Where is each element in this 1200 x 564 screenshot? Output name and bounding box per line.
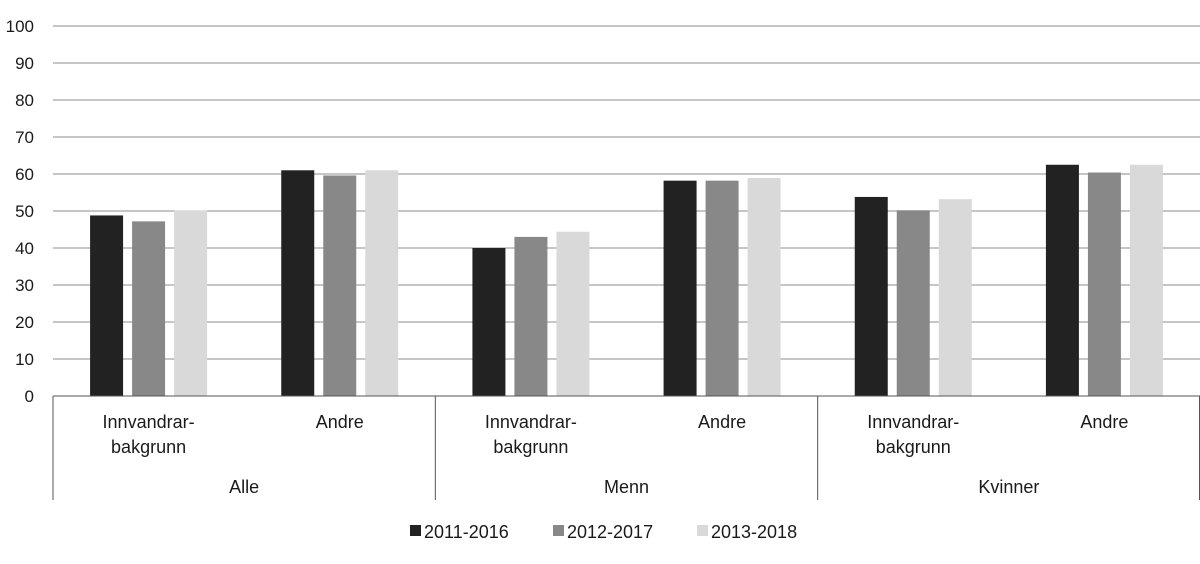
legend-swatch-2013-2018 xyxy=(697,525,708,536)
legend-label-2011-2016: 2011-2016 xyxy=(424,522,509,542)
group-label-menn: Menn xyxy=(604,477,649,497)
bar-2012-2017-5 xyxy=(1087,172,1121,396)
category-label-3-0: Andre xyxy=(698,412,746,432)
legend-label-2012-2017: 2012-2017 xyxy=(567,522,653,542)
bar-2011-2016-1 xyxy=(281,170,315,396)
bar-2013-2018-3 xyxy=(747,178,781,396)
y-tick-label-20: 20 xyxy=(15,313,34,332)
y-tick-label-90: 90 xyxy=(15,54,34,73)
category-label-1-0: Andre xyxy=(316,412,364,432)
bar-2012-2017-4 xyxy=(896,210,930,396)
bar-2013-2018-5 xyxy=(1129,164,1163,396)
bar-2013-2018-2 xyxy=(556,231,590,396)
y-tick-label-70: 70 xyxy=(15,128,34,147)
group-label-kvinner: Kvinner xyxy=(978,477,1039,497)
bar-2012-2017-0 xyxy=(132,221,166,396)
bar-2011-2016-3 xyxy=(663,180,697,396)
bar-2012-2017-2 xyxy=(514,236,548,396)
y-tick-label-80: 80 xyxy=(15,91,34,110)
bar-2012-2017-1 xyxy=(323,175,357,396)
y-tick-label-30: 30 xyxy=(15,276,34,295)
y-tick-label-40: 40 xyxy=(15,239,34,258)
y-tick-label-100: 100 xyxy=(6,17,34,36)
legend-swatch-2011-2016 xyxy=(410,525,421,536)
category-label-4-0: Innvandrar- xyxy=(867,412,959,432)
y-tick-label-10: 10 xyxy=(15,350,34,369)
bar-2011-2016-4 xyxy=(854,196,888,396)
legend-swatch-2012-2017 xyxy=(553,525,564,536)
bar-2011-2016-2 xyxy=(472,248,506,396)
bar-2012-2017-3 xyxy=(705,180,739,396)
y-tick-label-0: 0 xyxy=(25,387,34,406)
y-tick-label-60: 60 xyxy=(15,165,34,184)
legend-label-2013-2018: 2013-2018 xyxy=(711,522,797,542)
category-label-5-0: Andre xyxy=(1080,412,1128,432)
bar-2011-2016-5 xyxy=(1045,164,1079,396)
bar-2011-2016-0 xyxy=(90,215,124,396)
category-label-0-0: Innvandrar- xyxy=(103,412,195,432)
y-tick-label-50: 50 xyxy=(15,202,34,221)
bar-2013-2018-1 xyxy=(365,170,399,396)
group-label-alle: Alle xyxy=(229,477,259,497)
category-label-4-1: bakgrunn xyxy=(876,437,951,457)
category-label-2-0: Innvandrar- xyxy=(485,412,577,432)
bar-2013-2018-4 xyxy=(938,199,972,396)
category-label-2-1: bakgrunn xyxy=(493,437,568,457)
bar-2013-2018-0 xyxy=(174,210,208,396)
category-label-0-1: bakgrunn xyxy=(111,437,186,457)
